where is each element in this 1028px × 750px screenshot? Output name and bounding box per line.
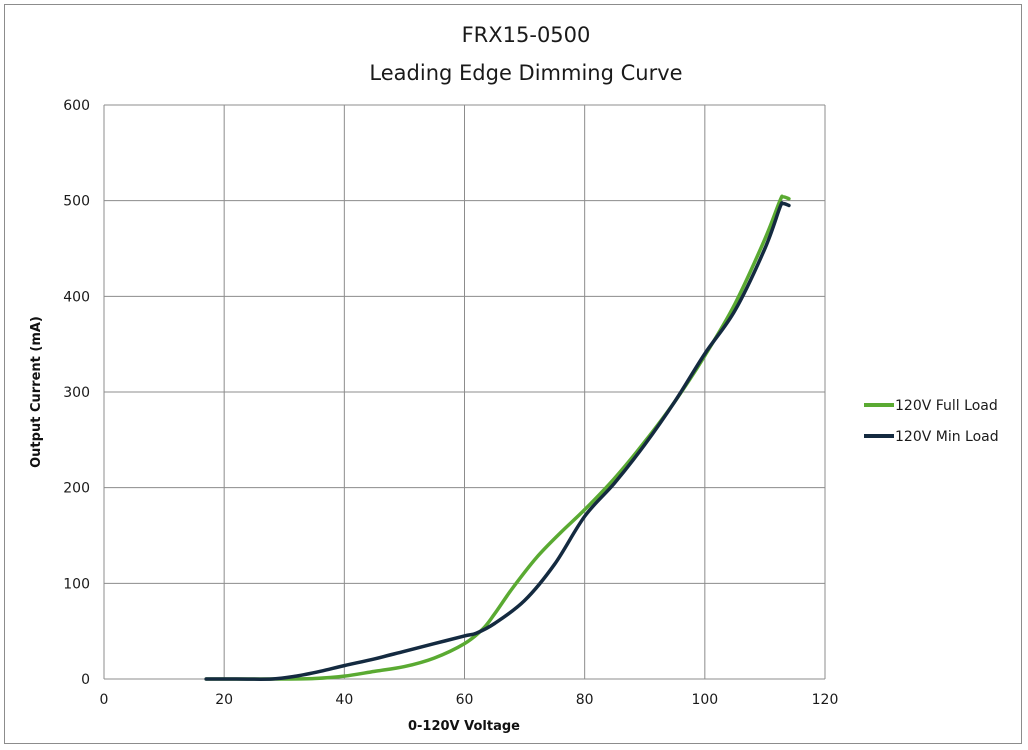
x-tick-label: 40 <box>335 692 353 708</box>
x-tick-label: 120 <box>812 692 839 708</box>
y-tick-label: 200 <box>63 481 90 497</box>
legend-label: 120V Full Load <box>895 398 998 414</box>
x-tick-label: 0 <box>100 692 109 708</box>
x-axis-label: 0-120V Voltage <box>408 719 520 734</box>
series-lines <box>204 194 791 681</box>
x-tick-label: 80 <box>576 692 594 708</box>
chart-title: FRX15-0500 <box>462 23 591 47</box>
chart-subtitle: Leading Edge Dimming Curve <box>369 61 682 85</box>
y-tick-label: 100 <box>63 576 90 592</box>
legend: 120V Full Load 120V Min Load <box>864 398 999 445</box>
y-tick-label: 300 <box>63 385 90 401</box>
x-tick-labels: 0 20 40 60 80 100 120 <box>100 692 839 708</box>
y-tick-label: 400 <box>63 289 90 305</box>
x-tick-label: 20 <box>215 692 233 708</box>
y-tick-label: 0 <box>81 672 90 688</box>
x-tick-label: 100 <box>691 692 718 708</box>
series-line-full-load <box>204 194 791 681</box>
x-tick-label: 60 <box>456 692 474 708</box>
y-tick-label: 500 <box>63 194 90 210</box>
y-tick-labels: 0 100 200 300 400 500 600 <box>63 98 90 688</box>
chart-frame <box>4 4 1022 744</box>
y-axis-label: Output Current (mA) <box>29 316 44 468</box>
y-tick-label: 600 <box>63 98 90 114</box>
gridlines <box>103 104 826 680</box>
legend-label: 120V Min Load <box>895 429 999 445</box>
series-line-min-load <box>204 201 791 681</box>
